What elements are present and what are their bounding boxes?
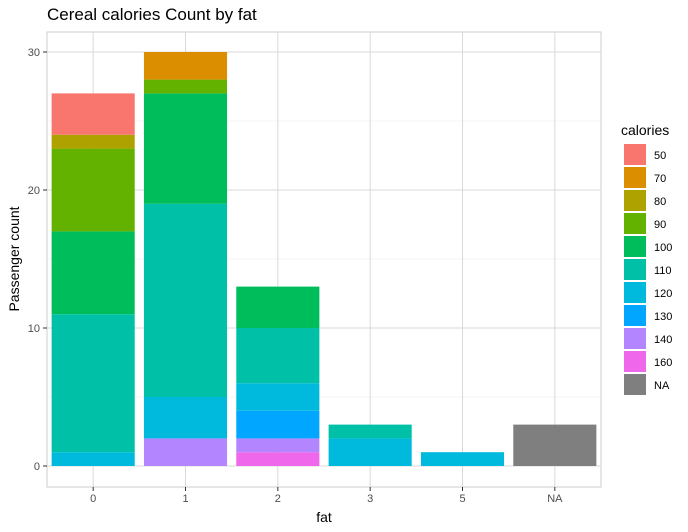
bar-segment-0-110 xyxy=(51,314,135,453)
legend-key-80 xyxy=(624,190,646,211)
legend-label-50: 50 xyxy=(654,150,666,162)
bar-segment-1-90 xyxy=(143,79,228,94)
legend-key-70 xyxy=(624,167,646,188)
bar-segment-1-120 xyxy=(143,397,228,439)
x-axis-title: fat xyxy=(316,509,332,525)
legend-label-90: 90 xyxy=(654,219,666,231)
bar-segment-2-140 xyxy=(236,438,320,453)
bar-segment-2-160 xyxy=(236,452,320,466)
bar-segment-0-50 xyxy=(51,93,135,135)
legend-key-50 xyxy=(624,144,646,165)
x-tick-label: NA xyxy=(547,493,563,505)
bar-segment-0-80 xyxy=(51,134,135,149)
bar-segment-3-110 xyxy=(328,424,412,439)
bar-segment-2-110 xyxy=(236,328,320,384)
bar-segment-1-140 xyxy=(143,438,228,466)
axes: 0 10 20 30 0 1 2 3 5 NA xyxy=(28,47,563,505)
legend-label-160: 160 xyxy=(654,357,672,369)
bar-segment-1-70 xyxy=(143,52,228,80)
x-tick-label: 1 xyxy=(182,493,188,505)
legend-key-160 xyxy=(624,351,646,372)
legend-label-80: 80 xyxy=(654,196,666,208)
chart-title: Cereal calories Count by fat xyxy=(47,5,257,24)
bars xyxy=(51,52,597,466)
y-tick-label: 20 xyxy=(28,185,40,197)
bar-segment-0-90 xyxy=(51,148,135,232)
legend: 50 70 80 90 100 110 120 130 140 160 NA xyxy=(624,144,672,395)
legend-key-NA xyxy=(624,374,646,395)
y-tick-label: 30 xyxy=(28,47,40,59)
legend-title: calories xyxy=(621,122,669,138)
legend-label-130: 130 xyxy=(654,311,672,323)
plot-panel xyxy=(46,31,602,488)
bar-segment-2-120 xyxy=(236,383,320,411)
legend-key-100 xyxy=(624,236,646,257)
bar-segment-2-100 xyxy=(236,286,320,328)
y-axis-title: Passenger count xyxy=(6,206,22,311)
y-tick-label: 10 xyxy=(28,323,40,335)
bar-segment-0-120 xyxy=(51,452,135,466)
legend-label-120: 120 xyxy=(654,288,672,300)
legend-label-140: 140 xyxy=(654,334,672,346)
legend-label-NA: NA xyxy=(654,380,670,392)
legend-key-130 xyxy=(624,305,646,326)
legend-label-110: 110 xyxy=(654,265,672,277)
bar-segment-1-110 xyxy=(143,203,228,397)
bar-segment-NA-NA xyxy=(513,424,597,466)
x-tick-label: 2 xyxy=(275,493,281,505)
bar-segment-2-130 xyxy=(236,410,320,439)
legend-label-70: 70 xyxy=(654,173,666,185)
x-tick-label: 0 xyxy=(90,493,96,505)
legend-key-90 xyxy=(624,213,646,234)
bar-segment-1-100 xyxy=(143,93,228,204)
x-tick-label: 5 xyxy=(459,493,465,505)
legend-key-120 xyxy=(624,282,646,303)
bar-segment-3-120 xyxy=(328,438,412,466)
bar-segment-5-120 xyxy=(420,452,505,466)
y-tick-label: 0 xyxy=(34,461,40,473)
grid xyxy=(46,31,602,488)
legend-key-140 xyxy=(624,328,646,349)
x-tick-label: 3 xyxy=(367,493,373,505)
legend-label-100: 100 xyxy=(654,242,672,254)
legend-key-110 xyxy=(624,259,646,280)
bar-segment-0-100 xyxy=(51,231,135,315)
